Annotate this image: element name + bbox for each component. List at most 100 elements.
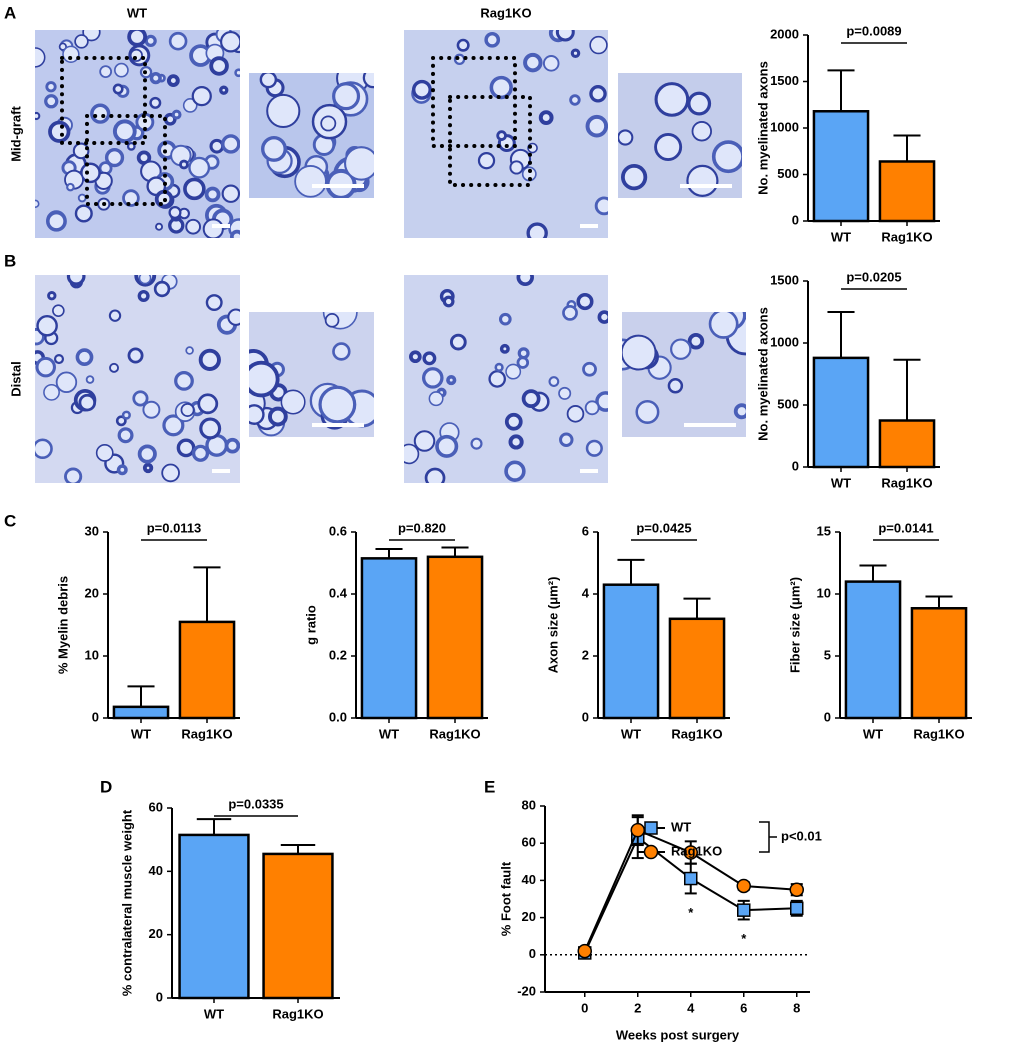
axon — [576, 293, 594, 311]
bar — [262, 852, 334, 1000]
y-tick-label: 0 — [792, 458, 799, 473]
y-tick-label: 500 — [777, 396, 799, 411]
axon — [171, 109, 182, 120]
y-tick-label: 0.0 — [329, 709, 347, 724]
axon — [179, 159, 189, 170]
y-tick-label: -20 — [517, 983, 536, 998]
x-tick-label: 0 — [581, 1000, 588, 1015]
micrograph — [404, 30, 608, 238]
axon — [221, 184, 240, 203]
p-value: p=0.0335 — [228, 796, 283, 811]
axon — [199, 417, 222, 440]
axon — [220, 31, 240, 53]
axon — [36, 314, 58, 337]
axon — [708, 312, 739, 339]
scale-bar — [212, 224, 230, 228]
axon — [77, 193, 87, 203]
axon — [75, 348, 94, 367]
axon — [224, 437, 240, 454]
axon — [259, 73, 278, 89]
axon — [166, 74, 180, 88]
y-tick-label: 0 — [824, 709, 831, 724]
y-tick-label: 0.2 — [329, 647, 347, 662]
axon — [249, 360, 280, 398]
axon — [53, 354, 65, 365]
axon — [35, 47, 46, 68]
axon — [176, 438, 196, 458]
axon — [35, 111, 41, 121]
y-tick-label: 0 — [529, 946, 536, 961]
x-tick-label: 6 — [740, 1000, 747, 1015]
marker — [737, 903, 751, 917]
y-tick-label: 30 — [85, 523, 99, 538]
axon — [654, 133, 683, 162]
axon — [137, 444, 157, 464]
axon — [191, 444, 210, 462]
axon — [161, 463, 180, 483]
axon — [168, 205, 182, 219]
x-tick-label: Rag1KO — [272, 1006, 323, 1021]
p-value: p=0.0089 — [846, 23, 901, 38]
y-tick-label: 15 — [817, 523, 831, 538]
axon — [234, 68, 240, 78]
axon — [404, 443, 420, 465]
axon — [654, 82, 690, 117]
axon — [687, 91, 712, 116]
bar — [426, 555, 484, 720]
legend-marker — [644, 821, 658, 835]
axon — [280, 389, 306, 415]
axon — [112, 119, 137, 144]
axon — [209, 138, 225, 154]
axon — [566, 405, 585, 423]
axon — [733, 403, 746, 420]
axon — [142, 400, 161, 419]
bar — [360, 557, 418, 720]
micrograph — [618, 73, 742, 198]
axon — [667, 378, 684, 394]
axon — [508, 434, 524, 450]
axon — [162, 414, 185, 437]
micrograph — [249, 73, 374, 198]
axon — [687, 332, 705, 350]
y-tick-label: 60 — [149, 799, 163, 814]
axon — [597, 310, 608, 324]
axon — [153, 280, 171, 298]
axon — [126, 141, 136, 151]
axon — [456, 38, 470, 52]
axon — [294, 165, 327, 198]
axon — [117, 427, 134, 444]
axon — [80, 162, 101, 184]
axon — [116, 464, 128, 476]
axon — [582, 361, 597, 377]
axon — [149, 72, 162, 85]
axon — [227, 308, 240, 326]
axon — [168, 31, 188, 51]
axon — [470, 437, 483, 450]
axon — [504, 460, 526, 482]
column-header: WT — [127, 5, 147, 20]
y-tick-label: 10 — [85, 647, 99, 662]
axon — [142, 462, 154, 474]
axon — [332, 82, 361, 111]
axon — [516, 356, 530, 369]
panel-label: B — [4, 251, 16, 270]
axon — [422, 351, 437, 366]
bar — [812, 110, 870, 223]
axon — [424, 467, 446, 483]
axon — [266, 93, 301, 129]
axon — [517, 347, 530, 360]
axon — [538, 110, 554, 125]
axon — [558, 386, 572, 400]
axon — [691, 121, 712, 142]
axon — [44, 94, 59, 109]
axon — [489, 75, 513, 100]
axon — [114, 62, 129, 78]
axon — [183, 177, 206, 201]
y-tick-label: 20 — [522, 909, 536, 924]
scale-bar — [580, 469, 598, 473]
axon — [74, 34, 89, 49]
axon — [48, 120, 71, 143]
legend-label: WT — [671, 819, 691, 834]
axon — [618, 129, 634, 146]
axon — [362, 73, 374, 89]
